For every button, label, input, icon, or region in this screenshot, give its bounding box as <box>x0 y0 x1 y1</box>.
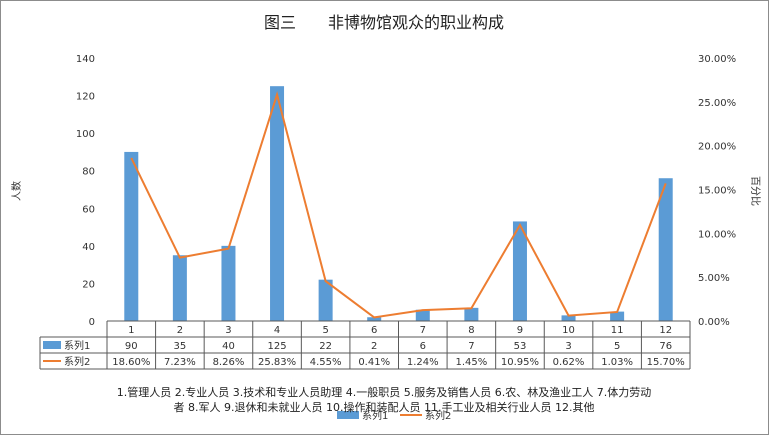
x-tick-label: 12 <box>659 325 672 336</box>
bar-series1 <box>610 311 625 321</box>
data-label-series1: 35 <box>174 341 187 352</box>
bar-series1 <box>318 279 333 321</box>
y-tick-label: 40 <box>82 242 95 253</box>
data-label-series2: 15.70% <box>647 357 685 368</box>
y2-tick-label: 25.00% <box>698 98 736 109</box>
data-label-series2: 1.03% <box>601 357 633 368</box>
data-label-series1: 6 <box>420 341 426 352</box>
data-label-series2: 0.41% <box>358 357 390 368</box>
bar-series1 <box>124 151 139 321</box>
x-tick-label: 11 <box>611 325 624 336</box>
x-tick-label: 8 <box>468 325 474 336</box>
data-label-series1: 76 <box>659 341 672 352</box>
y-tick-label: 140 <box>76 54 95 65</box>
data-label-series2: 7.23% <box>164 357 196 368</box>
legend-label-series2: 系列2 <box>425 409 451 422</box>
bar-series1 <box>367 317 382 321</box>
bar-series1 <box>221 245 236 321</box>
data-label-series1: 22 <box>319 341 332 352</box>
y2-tick-label: 5.00% <box>698 273 730 284</box>
table-key-series1 <box>43 341 61 349</box>
data-label-series1: 5 <box>614 341 620 352</box>
y2-tick-label: 10.00% <box>698 229 736 240</box>
y2-axis-label: 百分比 <box>749 176 761 206</box>
y-axis-label: 人数 <box>10 181 23 201</box>
data-label-series1: 3 <box>565 341 571 352</box>
y-tick-label: 120 <box>76 92 95 103</box>
x-tick-label: 2 <box>177 325 183 336</box>
data-label-series1: 2 <box>371 341 377 352</box>
table-row-name-series1: 系列1 <box>64 339 90 352</box>
data-label-series2: 4.55% <box>310 357 342 368</box>
y2-tick-label: 20.00% <box>698 142 736 153</box>
y2-tick-label: 30.00% <box>698 54 736 65</box>
data-label-series2: 1.24% <box>407 357 439 368</box>
chart-title: 图三 非博物馆观众的职业构成 <box>264 13 504 32</box>
bar-series1 <box>415 309 430 321</box>
y-tick-label: 100 <box>76 129 95 140</box>
bar-series1 <box>464 307 479 321</box>
data-label-series2: 18.60% <box>112 357 150 368</box>
table-row-name-series2: 系列2 <box>64 355 90 368</box>
data-label-series1: 7 <box>468 341 474 352</box>
x-tick-label: 5 <box>322 325 328 336</box>
y2-tick-label: 15.00% <box>698 186 736 197</box>
data-label-series2: 8.26% <box>213 357 245 368</box>
bar-series1 <box>172 255 187 321</box>
bar-series1 <box>512 221 527 321</box>
x-tick-label: 1 <box>128 325 134 336</box>
x-tick-label: 7 <box>420 325 426 336</box>
data-label-series1: 90 <box>125 341 138 352</box>
data-label-series2: 10.95% <box>501 357 539 368</box>
x-tick-label: 3 <box>225 325 231 336</box>
bar-series1 <box>270 86 285 321</box>
data-label-series2: 25.83% <box>258 357 296 368</box>
data-label-series2: 1.45% <box>455 357 487 368</box>
y-tick-label: 20 <box>82 279 95 290</box>
y2-tick-label: 0.00% <box>698 317 730 328</box>
legend-label-series1: 系列1 <box>362 409 388 422</box>
y-tick-label: 60 <box>82 204 95 215</box>
x-tick-label: 6 <box>371 325 377 336</box>
x-tick-label: 4 <box>274 325 280 336</box>
bar-series1 <box>561 315 576 321</box>
caption-line-2: 者 8.军人 9.退休和未就业人员 10.操作和装配人员 11.手工业及相关行业… <box>174 400 595 414</box>
data-label-series1: 40 <box>222 341 235 352</box>
y-tick-label: 0 <box>89 317 95 328</box>
data-label-series1: 125 <box>267 341 286 352</box>
bar-series1 <box>658 178 673 321</box>
data-label-series2: 0.62% <box>553 357 585 368</box>
line-series2 <box>130 90 667 319</box>
legend-key-series1 <box>337 411 359 419</box>
x-tick-label: 9 <box>517 325 523 336</box>
x-tick-label: 10 <box>562 325 575 336</box>
caption-line-1: 1.管理人员 2.专业人员 3.技术和专业人员助理 4.一般职员 5.服务及销售… <box>117 385 651 399</box>
data-label-series1: 53 <box>514 341 527 352</box>
y-tick-label: 80 <box>82 167 95 178</box>
